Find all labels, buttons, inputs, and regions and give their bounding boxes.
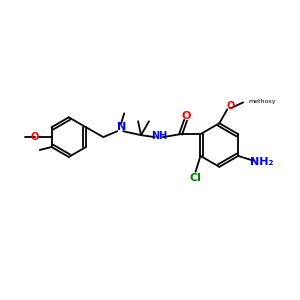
Text: O: O (31, 132, 39, 142)
Text: O: O (226, 101, 234, 111)
Text: NH₂: NH₂ (250, 157, 274, 167)
Text: N: N (117, 122, 126, 132)
Text: NH: NH (151, 131, 167, 141)
Text: methoxy: methoxy (248, 99, 276, 104)
Text: Cl: Cl (190, 173, 202, 183)
Text: O: O (182, 111, 191, 121)
